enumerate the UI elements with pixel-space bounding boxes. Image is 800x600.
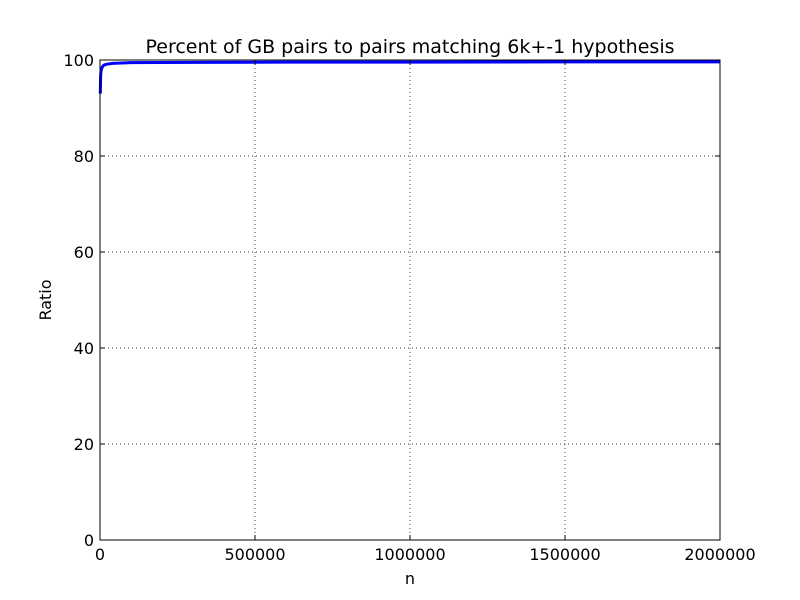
- x-tick-label: 0: [95, 545, 105, 564]
- y-tick-label: 20: [74, 435, 94, 454]
- x-axis-label: n: [405, 569, 415, 588]
- x-tick-label: 1000000: [374, 545, 445, 564]
- x-tick-label: 2000000: [684, 545, 755, 564]
- series-layer: [98, 60, 720, 94]
- x-tick-label: 500000: [224, 545, 285, 564]
- series-line: [98, 60, 720, 94]
- y-tick-label: 100: [63, 51, 94, 70]
- x-tick-label: 1500000: [529, 545, 600, 564]
- y-tick-label: 40: [74, 339, 94, 358]
- grid-layer: [100, 60, 720, 540]
- y-tick-label: 60: [74, 243, 94, 262]
- tick-layer: 0 500000 1000000 1500000 2000000 0 20 40 60 80 100: [63, 51, 755, 564]
- y-tick-label: 0: [84, 531, 94, 550]
- y-tick-label: 80: [74, 147, 94, 166]
- chart-title: Percent of GB pairs to pairs matching 6k…: [146, 36, 675, 58]
- y-axis-label: Ratio: [36, 279, 55, 320]
